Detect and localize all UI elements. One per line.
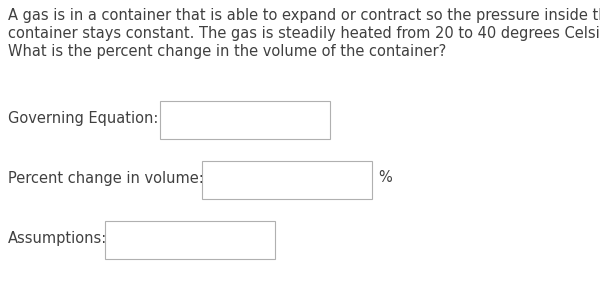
Text: Percent change in volume:: Percent change in volume: [8, 170, 204, 186]
Text: A gas is in a container that is able to expand or contract so the pressure insid: A gas is in a container that is able to … [8, 8, 600, 23]
Text: container stays constant. The gas is steadily heated from 20 to 40 degrees Celsi: container stays constant. The gas is ste… [8, 26, 600, 41]
Bar [105, 221, 275, 259]
Text: Assumptions:: Assumptions: [8, 231, 107, 245]
Bar [160, 101, 330, 139]
Bar [202, 161, 372, 199]
Text: %: % [378, 170, 392, 186]
Text: Governing Equation:: Governing Equation: [8, 111, 158, 125]
Text: What is the percent change in the volume of the container?: What is the percent change in the volume… [8, 44, 446, 59]
